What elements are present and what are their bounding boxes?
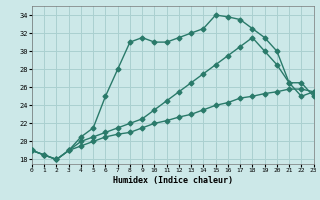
X-axis label: Humidex (Indice chaleur): Humidex (Indice chaleur) bbox=[113, 176, 233, 185]
